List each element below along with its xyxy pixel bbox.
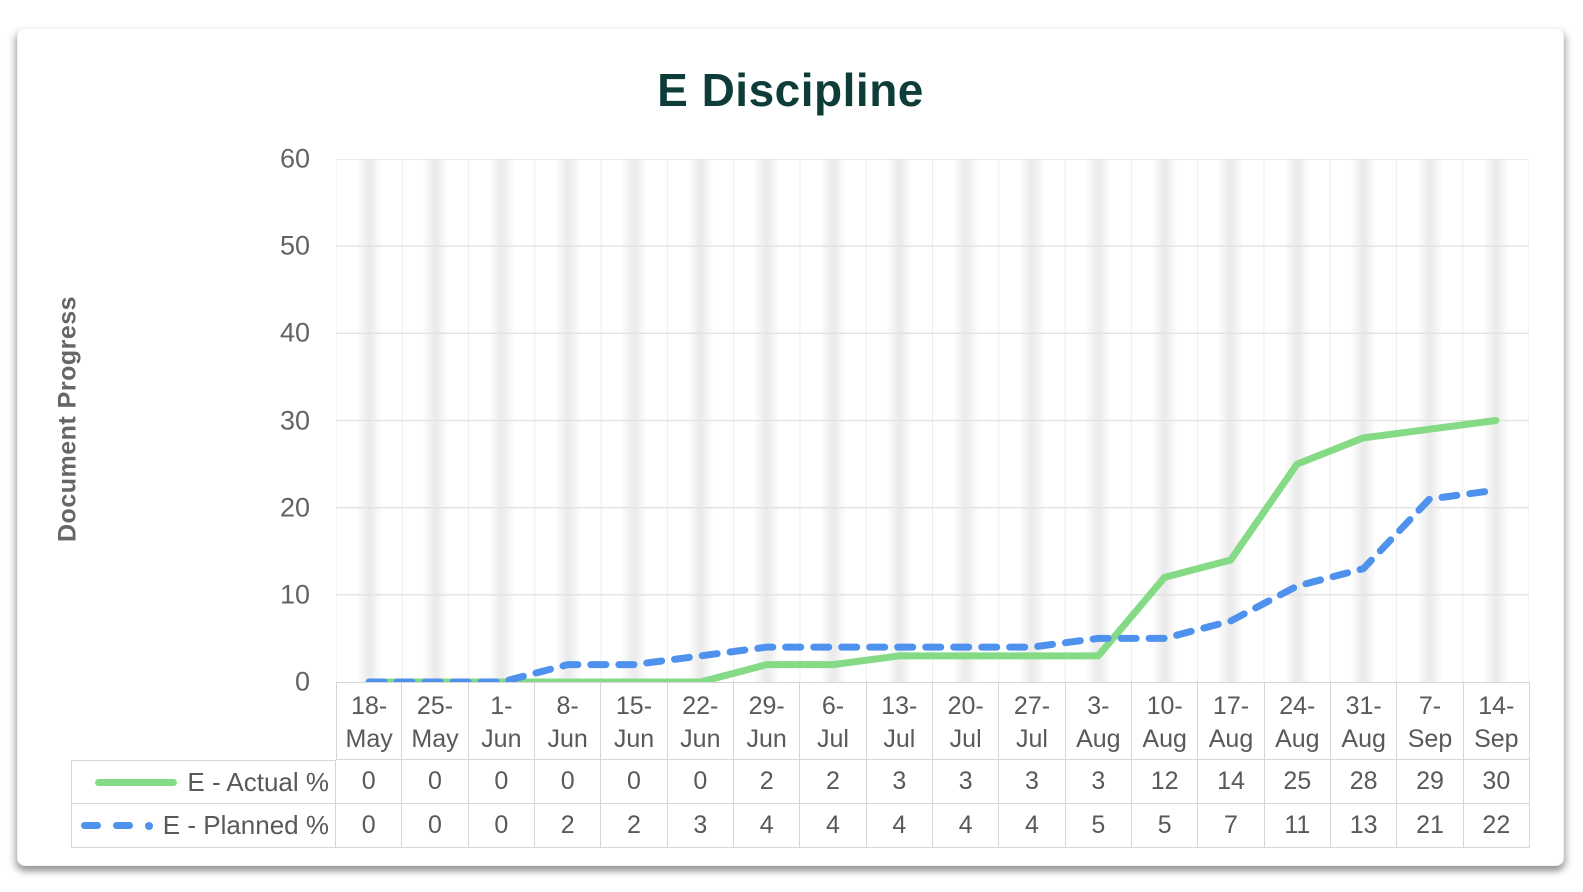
date-header-cell: 17- Aug [1198,682,1265,760]
actual-value-cell: 30 [1463,760,1530,804]
date-header-cell: 3- Aug [1065,682,1132,760]
y-axis-title: Document Progress [53,295,82,543]
date-header-cell: 7- Sep [1397,682,1464,760]
planned-value-cell: 2 [601,804,668,848]
planned-value-cell: 4 [800,804,867,848]
actual-value-cell: 28 [1331,760,1398,804]
planned-value-cell: 0 [336,804,403,848]
actual-value-cell: 3 [999,760,1066,804]
date-header-cell: 15- Jun [601,682,668,760]
date-header-cell: 20- Jul [933,682,1000,760]
planned-value-cell: 4 [734,804,801,848]
actual-value-cell: 2 [734,760,801,804]
actual-value-cell: 0 [402,760,469,804]
date-header-cell: 25- May [402,682,469,760]
date-header-cell: 24- Aug [1264,682,1331,760]
actual-value-cell: 3 [866,760,933,804]
planned-series-label: E - Planned % [162,810,329,840]
planned-value-cell: 13 [1331,804,1398,848]
actual-value-cell: 0 [535,760,602,804]
actual-value-cell: 3 [1065,760,1132,804]
date-header-cell: 8- Jun [535,682,602,760]
planned-value-cell: 4 [933,804,1000,848]
legend-row-actual: E - Actual % [71,760,336,804]
date-header-cell: 1- Jun [468,682,535,760]
legend-row-planned: E - Planned % [71,804,336,848]
actual-value-cell: 14 [1198,760,1265,804]
chart-card: E Discipline Document Progress 0 10 20 30 40… [17,28,1564,866]
planned-series-line [365,486,1500,682]
planned-value-cell: 0 [468,804,535,848]
date-header-cell: 13- Jul [866,682,933,760]
y-tick-label: 10 [279,579,310,610]
planned-value-cell: 22 [1463,804,1530,848]
actual-value-cell: 0 [601,760,668,804]
y-tick-label: 0 [294,666,310,697]
planned-value-cell: 11 [1264,804,1331,848]
planned-value-cell: 0 [402,804,469,848]
actual-value-cell: 12 [1132,760,1199,804]
actual-value-cell: 0 [667,760,734,804]
planned-value-cell: 5 [1132,804,1199,848]
y-tick-label: 40 [279,317,310,348]
date-header-cell: 10- Aug [1132,682,1199,760]
data-table: 18- May 25- May 1- Jun 8- Jun 15- Jun 22- Jun… [71,682,1530,848]
plot-area [336,159,1529,682]
actual-value-cell: 29 [1397,760,1464,804]
table-corner-blank [71,682,336,760]
planned-value-cell: 21 [1397,804,1464,848]
actual-series-swatch-icon [95,778,178,786]
planned-series-swatch-icon [80,821,153,830]
actual-series-line [365,417,1500,682]
date-header-cell: 31- Aug [1331,682,1398,760]
actual-value-cell: 0 [336,760,403,804]
planned-value-cell: 5 [1065,804,1132,848]
actual-value-cell: 25 [1264,760,1331,804]
chart-title: E Discipline [657,64,924,116]
actual-value-cell: 3 [933,760,1000,804]
date-header-cell: 27- Jul [999,682,1066,760]
actual-value-cell: 2 [800,760,867,804]
y-tick-label: 60 [279,143,310,174]
planned-value-cell: 3 [667,804,734,848]
planned-value-cell: 2 [535,804,602,848]
actual-series-label: E - Actual % [187,766,329,797]
actual-value-cell: 0 [468,760,535,804]
y-tick-label: 30 [279,405,310,435]
date-header-cell: 14- Sep [1463,682,1530,760]
planned-value-cell: 4 [999,804,1066,848]
date-header-cell: 6- Jul [800,682,867,760]
date-header-cell: 18- May [336,682,403,760]
planned-value-cell: 4 [866,804,933,848]
date-header-cell: 22- Jun [667,682,734,760]
y-tick-label: 50 [279,230,310,261]
y-tick-label: 20 [279,492,310,523]
date-header-cell: 29- Jun [734,682,801,760]
planned-value-cell: 7 [1198,804,1265,848]
